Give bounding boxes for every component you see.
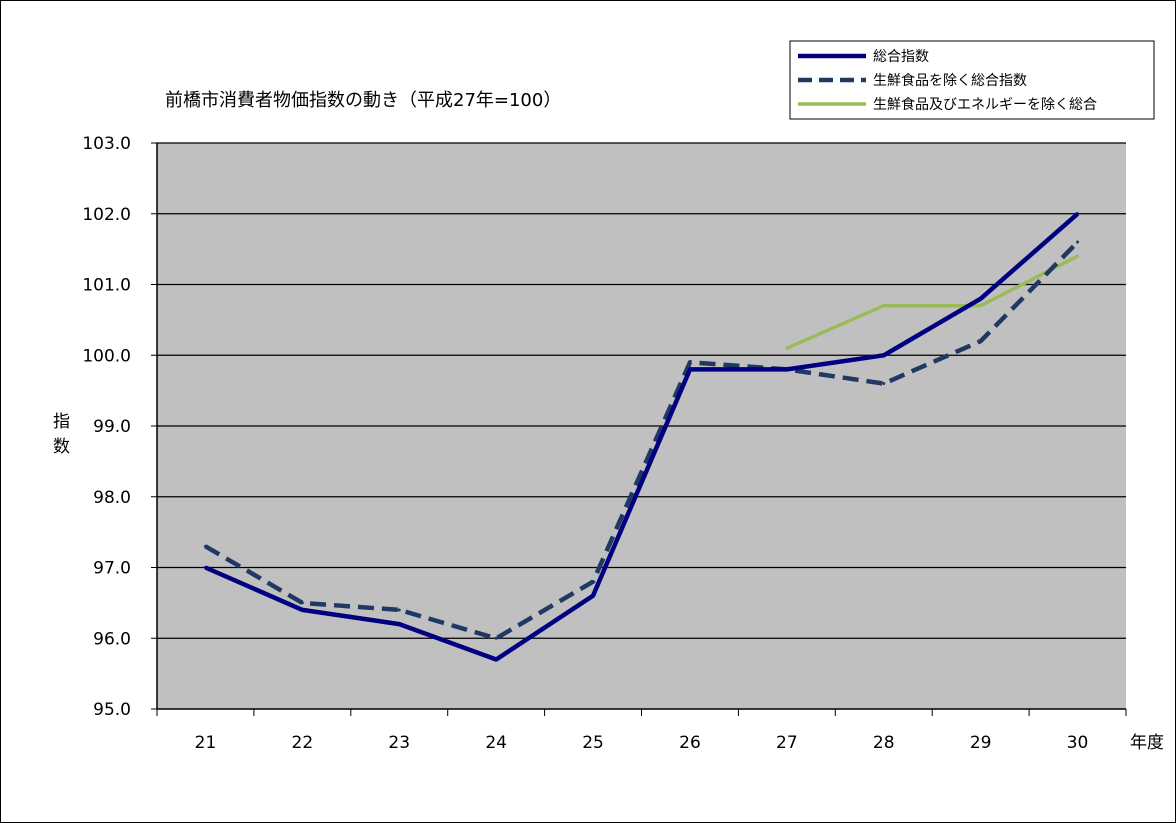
y-tick-label: 97.0 (93, 559, 131, 579)
data-point (979, 297, 983, 301)
data-point (785, 346, 789, 350)
data-point (1076, 212, 1080, 216)
x-tick-label: 22 (292, 733, 314, 753)
y-tick-label: 99.0 (93, 417, 131, 437)
data-point (882, 304, 886, 308)
legend-label-2: 生鮮食品を除く総合指数 (873, 72, 1027, 89)
data-point (979, 304, 983, 308)
data-point (882, 353, 886, 357)
x-tick-label: 29 (970, 733, 992, 753)
legend-label-1: 総合指数 (873, 49, 929, 65)
data-point (300, 608, 304, 612)
data-point (785, 367, 789, 371)
data-point (397, 608, 401, 612)
data-point (688, 367, 692, 371)
plot-area: 95.0 96.0 97.0 98.0 99.0 100.0 101.0 102.0 103.0… (82, 134, 1127, 753)
series-line-1 (204, 212, 1080, 662)
data-point (494, 636, 498, 640)
y-tick-label: 100.0 (82, 346, 131, 366)
y-tick-label: 95.0 (93, 700, 131, 720)
x-tick-label: 21 (195, 733, 217, 753)
x-tick-label: 24 (485, 733, 507, 753)
data-point (203, 544, 207, 548)
y-axis-label-char-2: 数 (53, 437, 70, 457)
y-tick-label: 101.0 (82, 276, 131, 296)
x-axis-label: 年度 (1130, 733, 1164, 753)
data-point (1076, 240, 1080, 244)
chart-title: 前橋市消費者物価指数の動き（平成27年=100） (165, 90, 561, 111)
x-tick-label: 26 (679, 733, 701, 753)
data-point (591, 580, 595, 584)
x-tick-label: 27 (776, 733, 798, 753)
y-axis-label-char-1: 指 (53, 412, 70, 432)
x-tick-label: 28 (873, 733, 895, 753)
x-tick-label: 30 (1067, 733, 1089, 753)
data-point (591, 594, 595, 598)
legend-label-3: 生鮮食品及びエネルギーを除く総合 (873, 96, 1097, 113)
y-tick-label: 98.0 (93, 488, 131, 508)
data-point (882, 382, 886, 386)
data-point (494, 657, 498, 661)
data-point (688, 360, 692, 364)
series-line-3 (786, 254, 1079, 350)
data-point (203, 566, 207, 569)
x-tick-label: 23 (388, 733, 410, 753)
data-point (397, 622, 401, 626)
data-point (1076, 254, 1080, 258)
data-point (300, 601, 304, 605)
data-point (979, 339, 983, 343)
y-tick-label: 102.0 (82, 205, 131, 225)
y-tick-label: 103.0 (82, 134, 131, 154)
series-line-2 (204, 240, 1080, 641)
x-tick-label: 25 (582, 733, 604, 753)
y-tick-label: 96.0 (93, 629, 131, 649)
